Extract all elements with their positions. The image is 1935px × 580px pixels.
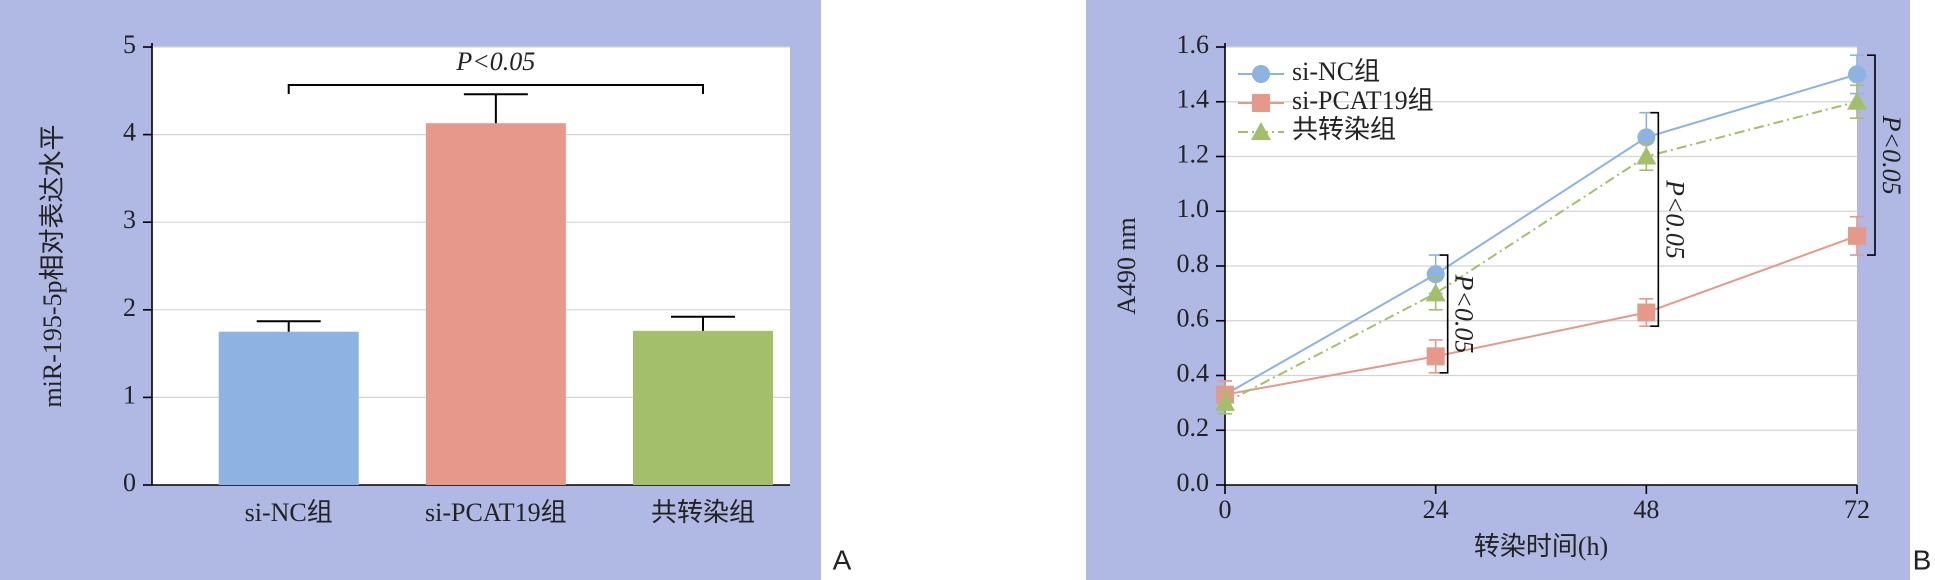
series-line [1224,73,1858,396]
y-tick-label: 0.6 [1177,304,1210,333]
panel-label: B [1913,544,1932,575]
y-tick-label: 4 [123,118,136,147]
y-tick-label: 0.2 [1177,413,1210,442]
marker [1251,122,1271,140]
annotation: P<0.05 [1877,115,1906,195]
y-tick-label: 1 [123,380,136,409]
marker [1637,128,1656,147]
bar [425,123,566,485]
x-tick-label: 共转染组 [651,498,755,527]
x-tick-label: 24 [1423,495,1449,524]
y-tick-label: 0 [123,468,136,497]
x-tick-label: 0 [1219,495,1232,524]
y-tick-label: 0.8 [1177,249,1210,278]
x-tick-label: si-PCAT19组 [425,498,567,527]
marker [1425,283,1446,302]
y-tick-label: 0.0 [1177,468,1210,497]
bar [633,330,773,485]
marker [1215,392,1235,411]
significance-bracket [1650,111,1660,328]
x-axis-label: 转染时间(h) [1474,532,1608,561]
y-tick-label: 0.4 [1177,358,1210,387]
x-tick-label: 48 [1633,495,1659,524]
legend-label: si-NC组 [1292,57,1380,86]
marker [1637,303,1656,322]
significance-bracket [287,84,704,94]
marker [1848,226,1866,245]
annotation: P<0.05 [455,47,535,76]
marker [1426,265,1445,284]
y-tick-label: 1.0 [1177,194,1210,223]
legend-label: si-PCAT19组 [1292,86,1434,115]
y-axis-label: A490 nm [1112,217,1141,315]
panel-label: A [833,544,852,575]
bar [218,331,359,485]
marker [1636,146,1657,165]
y-tick-label: 2 [123,293,136,322]
x-tick-label: si-NC组 [245,498,333,527]
annotation: P<0.05 [1660,179,1689,259]
series-line [1224,234,1858,396]
x-tick-label: 72 [1844,495,1870,524]
marker [1252,65,1270,83]
significance-bracket [1867,54,1876,256]
marker [1847,91,1867,110]
y-tick-label: 3 [123,205,136,234]
legend-label: 共转染组 [1292,115,1396,144]
marker [1848,65,1866,84]
y-tick-label: 5 [123,30,136,59]
y-tick-label: 1.6 [1177,30,1210,59]
y-axis-label: miR-195-5p相对表达水平 [38,124,67,407]
marker [1426,347,1445,366]
annotation: P<0.05 [1450,273,1479,353]
marker [1252,94,1270,112]
significance-bracket [1439,254,1449,374]
y-tick-label: 1.4 [1177,85,1210,114]
series-line [1224,100,1858,404]
y-tick-label: 1.2 [1177,139,1210,168]
